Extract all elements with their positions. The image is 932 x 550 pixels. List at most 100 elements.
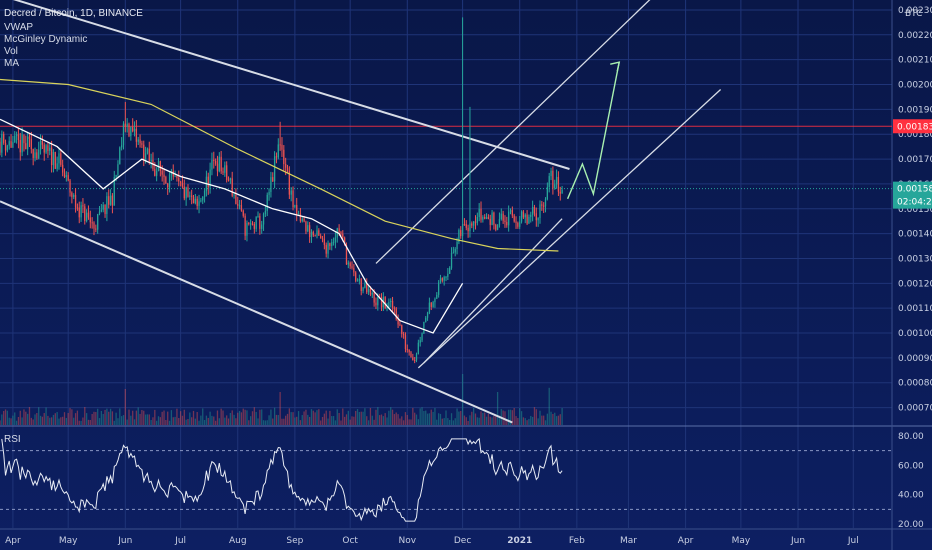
- candle-body: [476, 217, 478, 223]
- volume-bar: [26, 413, 29, 425]
- candle-body: [533, 207, 536, 214]
- candle-body: [469, 223, 471, 232]
- candle-body: [165, 177, 167, 184]
- candle-body: [334, 237, 337, 243]
- volume-bar: [456, 408, 458, 425]
- candle-body: [84, 206, 86, 222]
- candle-body: [437, 282, 440, 295]
- volume-bar: [150, 419, 152, 425]
- candle-body: [63, 172, 66, 178]
- volume-bar: [290, 412, 292, 425]
- price-tick-label: 0.002300: [898, 6, 932, 16]
- candle-body: [351, 266, 353, 268]
- candle-body: [87, 212, 90, 218]
- volume-bar: [222, 410, 224, 425]
- price-tick-label: 0.001300: [898, 254, 932, 264]
- volume-bar: [216, 410, 219, 425]
- candle-body: [26, 136, 29, 150]
- volume-bars: [0, 374, 563, 425]
- volume-bar: [491, 417, 493, 425]
- volume-bar: [461, 374, 464, 425]
- volume-bar: [482, 412, 484, 425]
- volume-bar: [19, 410, 21, 425]
- candle-body: [187, 187, 189, 197]
- volume-bar: [39, 415, 42, 425]
- rsi-tick-label: 80.00: [898, 432, 924, 442]
- candle-body: [391, 300, 394, 309]
- candle-body: [181, 182, 184, 187]
- volume-bar: [84, 407, 86, 425]
- volume-bar: [321, 416, 324, 425]
- rsi-label: RSI: [4, 434, 21, 445]
- volume-bar: [450, 413, 453, 425]
- volume-bar: [312, 410, 314, 425]
- candle-body: [272, 177, 274, 182]
- volume-bar: [185, 419, 187, 425]
- volume-bar: [111, 411, 114, 425]
- candle-body: [8, 141, 10, 146]
- volume-bar: [347, 410, 349, 425]
- volume-bar: [294, 417, 296, 425]
- candle-body: [522, 211, 525, 218]
- candle-body: [255, 216, 257, 229]
- candle-body: [487, 217, 490, 219]
- candle-body: [161, 170, 163, 175]
- candle-body: [414, 360, 416, 362]
- candle-body: [504, 220, 506, 223]
- candle-body: [203, 191, 206, 198]
- candle-body: [552, 170, 554, 189]
- volume-bar: [17, 416, 20, 425]
- candle-body: [449, 267, 451, 274]
- legend-ma[interactable]: MA: [4, 58, 19, 69]
- volume-bar: [356, 409, 359, 425]
- volume-bar: [299, 420, 302, 425]
- price-axis[interactable]: 0.002300 0.002200 0.002100 0.002000 0.001900…: [893, 6, 932, 414]
- vwap-line: [0, 118, 464, 334]
- candle-body: [343, 237, 346, 246]
- candle-body: [148, 148, 150, 162]
- volume-bar: [375, 409, 377, 425]
- candle-body: [262, 213, 265, 225]
- legend-vwap[interactable]: VWAP: [4, 22, 33, 33]
- volume-bar: [248, 420, 250, 425]
- time-axis[interactable]: Apr May Jun Jul Aug Sep Oct Nov Dec 2021 Feb Mar Apr…: [5, 536, 859, 546]
- candle-body: [288, 171, 290, 195]
- candle-body: [60, 153, 62, 165]
- volume-bar: [117, 418, 119, 425]
- candle-body: [154, 169, 156, 176]
- volume-bar: [126, 419, 128, 425]
- descending-channel-top: [12, 0, 570, 170]
- price-tick-label: 0.001900: [898, 105, 932, 115]
- candle-body: [130, 126, 132, 137]
- candle-body: [506, 222, 508, 226]
- rsi-panel[interactable]: 80.00 60.00 40.00 20.00: [0, 432, 924, 530]
- candle-body: [550, 170, 552, 177]
- candle-body: [485, 217, 488, 219]
- legend-vol[interactable]: Vol: [4, 46, 18, 57]
- candle-body: [301, 218, 303, 222]
- legend-mcginley[interactable]: McGinley Dynamic: [4, 34, 87, 45]
- volume-bar: [262, 420, 265, 425]
- volume-bar: [399, 418, 401, 425]
- candle-body: [425, 317, 427, 322]
- candle-body: [39, 140, 42, 150]
- volume-bar: [487, 413, 490, 425]
- candle-body: [76, 207, 79, 209]
- volume-bar: [474, 413, 477, 425]
- volume-bar: [124, 389, 126, 425]
- candle-body: [439, 278, 442, 283]
- candle-body: [240, 205, 243, 211]
- volume-bar: [266, 420, 268, 425]
- volume-bar: [423, 410, 425, 425]
- candle-body: [447, 273, 449, 277]
- volume-bar: [485, 416, 488, 425]
- candle-body: [176, 175, 178, 178]
- volume-bar: [406, 414, 408, 425]
- volume-bar: [349, 419, 351, 425]
- volume-bar: [8, 417, 10, 425]
- volume-bar: [244, 409, 246, 425]
- resistance-price-label: 0.001832: [897, 122, 932, 132]
